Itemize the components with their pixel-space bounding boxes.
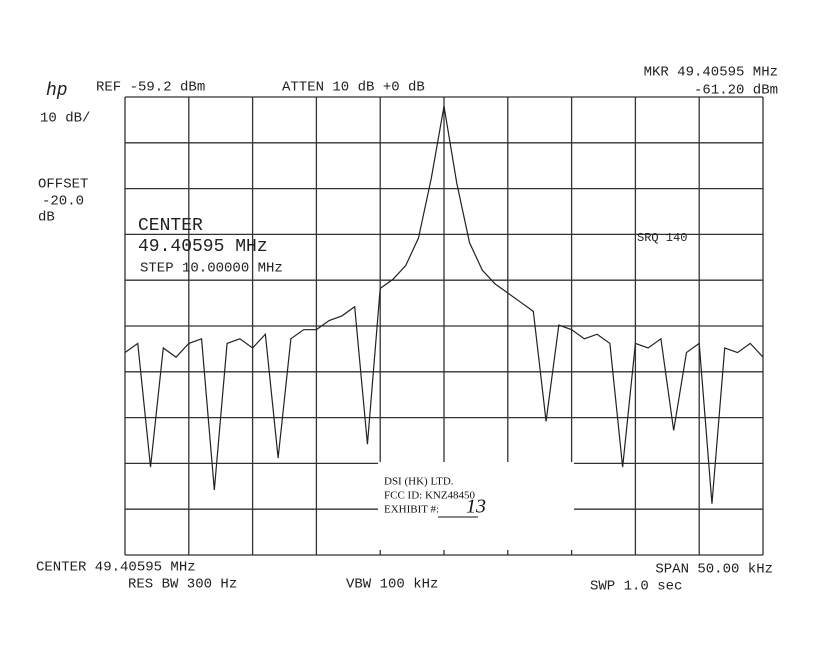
- stamp-exhibit: EXHIBIT #:: [384, 504, 439, 516]
- res-bw: RES BW 300 Hz: [128, 577, 237, 593]
- offset-label: OFFSET: [38, 177, 88, 193]
- center-value: 49.40595 MHz: [138, 237, 268, 257]
- stamp-fcc-id: FCC ID: KNZ48450: [384, 490, 476, 502]
- marker-frequency: MKR 49.40595 MHz: [644, 65, 778, 81]
- span: SPAN 50.00 kHz: [655, 562, 773, 578]
- vbw: VBW 100 kHz: [346, 577, 438, 593]
- ref-level: REF -59.2 dBm: [96, 80, 205, 96]
- stamp-number: 13: [466, 496, 486, 518]
- sweep: SWP 1.0 sec: [590, 579, 682, 595]
- attenuation: ATTEN 10 dB +0 dB: [282, 80, 425, 96]
- stamp-company: DSI (HK) LTD.: [384, 476, 454, 488]
- srq: SRQ 140: [637, 231, 687, 245]
- trace: [124, 106, 764, 504]
- marker-level: -61.20 dBm: [694, 83, 778, 99]
- logo: hp: [46, 81, 68, 101]
- center-footer: CENTER 49.40595 MHz: [36, 560, 196, 576]
- scale: 10 dB/: [40, 111, 90, 127]
- offset-value: -20.0: [42, 194, 84, 210]
- step: STEP 10.00000 MHz: [140, 261, 283, 277]
- center-label: CENTER: [138, 216, 203, 236]
- stamp-box: [378, 462, 574, 550]
- offset-unit: dB: [38, 210, 55, 226]
